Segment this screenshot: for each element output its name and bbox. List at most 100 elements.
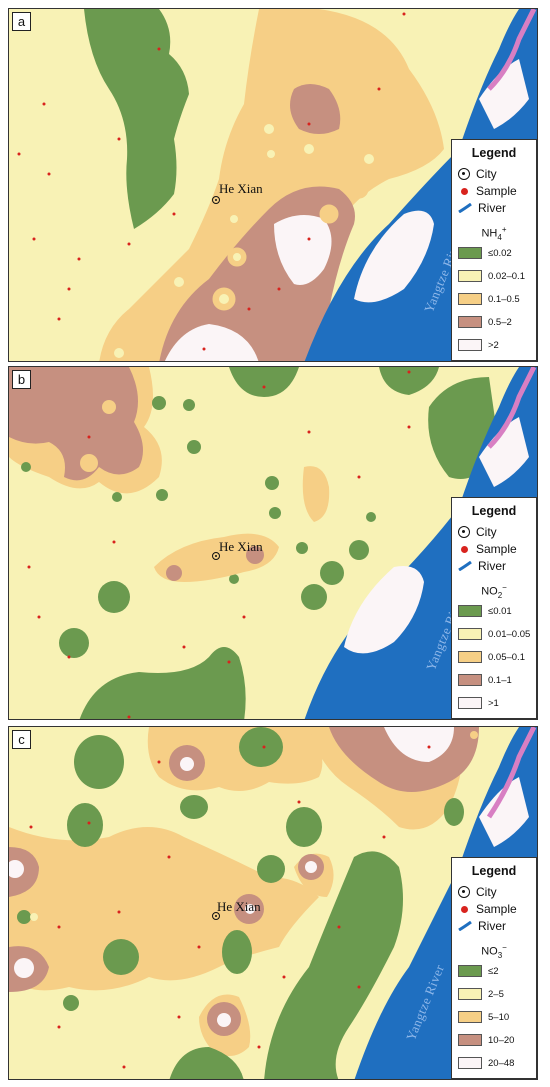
zone-orange	[9, 827, 319, 991]
green-spots	[21, 396, 376, 658]
legend-a: Legend City Sample River NH4+ ≤0.02 0.02…	[451, 139, 537, 361]
legend-sample: Sample	[476, 184, 517, 198]
swatch-class-4	[458, 674, 482, 686]
city-name: He Xian	[217, 899, 261, 914]
class-label: 5–10	[488, 1011, 510, 1023]
class-label: 2–5	[488, 988, 504, 1000]
class-label: 0.01–0.05	[488, 628, 531, 640]
map-panel-b: b He Xian Yangtze River Legend City Samp…	[8, 366, 538, 720]
zone-white	[384, 727, 454, 762]
swatch-class-2	[458, 270, 482, 282]
river-icon	[458, 561, 472, 571]
swatch-class-3	[458, 1011, 482, 1023]
zone-orange	[99, 9, 444, 361]
class-label: 0.1–0.5	[488, 293, 520, 305]
class-label: >1	[488, 697, 499, 709]
city-icon	[458, 886, 470, 898]
panel-label: b	[12, 370, 31, 389]
sample-points	[17, 12, 406, 351]
sample-icon	[461, 545, 468, 553]
map-panel-c: c He Xian Yangtze River Legend City Samp…	[8, 726, 538, 1080]
city-name: He Xian	[219, 539, 263, 554]
city-marker	[212, 912, 220, 920]
sample-icon	[461, 187, 468, 195]
river-island	[344, 566, 424, 654]
class-label: 0.05–0.1	[488, 651, 525, 663]
concentration-map-c	[9, 727, 537, 1079]
sample-points	[27, 370, 411, 719]
parameter-label: NH4+	[481, 225, 507, 242]
class-label: ≤0.02	[488, 247, 512, 259]
swatch-class-3	[458, 651, 482, 663]
panel-label: a	[12, 12, 31, 31]
river-icon	[458, 921, 472, 931]
city-marker	[212, 552, 220, 560]
class-label: 20–48	[488, 1057, 515, 1069]
legend-city: City	[476, 525, 497, 539]
zone-orange	[154, 533, 279, 582]
class-label: 0.02–0.1	[488, 270, 525, 282]
map-panel-a: a He Xian Yangtze River Legend City Samp…	[8, 8, 538, 362]
legend-sample: Sample	[476, 902, 517, 916]
legend-city: City	[476, 885, 497, 899]
class-label: ≤0.01	[488, 605, 512, 617]
swatch-class-3	[458, 293, 482, 305]
class-label: ≤2	[488, 965, 499, 977]
zone-orange	[302, 466, 330, 522]
parameter-label: NO3−	[481, 943, 507, 960]
swatch-class-4	[458, 316, 482, 328]
legend-river: River	[478, 919, 507, 933]
legend-c: Legend City Sample River NO3− ≤2 2–5 5–1…	[451, 857, 537, 1079]
zone-green	[229, 367, 299, 397]
class-label: 10–20	[488, 1034, 515, 1046]
zone-green	[169, 1047, 244, 1079]
city-marker	[212, 196, 220, 204]
parameter-label: NO2−	[481, 583, 507, 600]
city-name: He Xian	[219, 181, 263, 196]
legend-title: Legend	[471, 146, 517, 160]
zone-green	[79, 647, 246, 719]
zone-white	[164, 324, 259, 361]
river-island	[354, 210, 434, 303]
zone-green	[264, 851, 403, 1079]
swatch-class-5	[458, 339, 482, 351]
legend-title: Legend	[471, 504, 517, 518]
swatch-class-1	[458, 965, 482, 977]
zone-brown	[9, 367, 143, 481]
pink-river	[487, 367, 537, 449]
river-island	[479, 417, 529, 487]
pink-river	[486, 727, 537, 819]
orange-halos	[108, 119, 380, 361]
swatch-class-5	[458, 1057, 482, 1069]
legend-city: City	[476, 167, 497, 181]
sample-icon	[461, 905, 468, 913]
legend-sample: Sample	[476, 542, 517, 556]
river-island	[479, 777, 529, 847]
concentration-map-b	[9, 367, 537, 719]
zone-white	[274, 215, 332, 285]
class-label: 0.1–1	[488, 674, 512, 686]
green-spots	[17, 727, 464, 1011]
swatch-class-4	[458, 1034, 482, 1046]
city-icon	[458, 168, 470, 180]
legend-river: River	[478, 201, 507, 215]
legend-title: Legend	[471, 864, 517, 878]
swatch-class-2	[458, 628, 482, 640]
legend-b: Legend City Sample River NO2− ≤0.01 0.01…	[451, 497, 537, 719]
swatch-class-5	[458, 697, 482, 709]
swatch-class-1	[458, 247, 482, 259]
swatch-class-1	[458, 605, 482, 617]
zone-green	[379, 367, 439, 395]
zone-green	[84, 9, 189, 229]
panel-label: c	[12, 730, 31, 749]
zone-brown	[9, 847, 39, 897]
river-island	[479, 59, 529, 129]
zone-brown-hill	[290, 84, 341, 134]
city-icon	[458, 526, 470, 538]
river-icon	[458, 203, 472, 213]
pink-river	[487, 9, 537, 91]
swatch-class-2	[458, 988, 482, 1000]
class-label: 0.5–2	[488, 316, 512, 328]
sample-points	[29, 745, 431, 1069]
class-label: >2	[488, 339, 499, 351]
